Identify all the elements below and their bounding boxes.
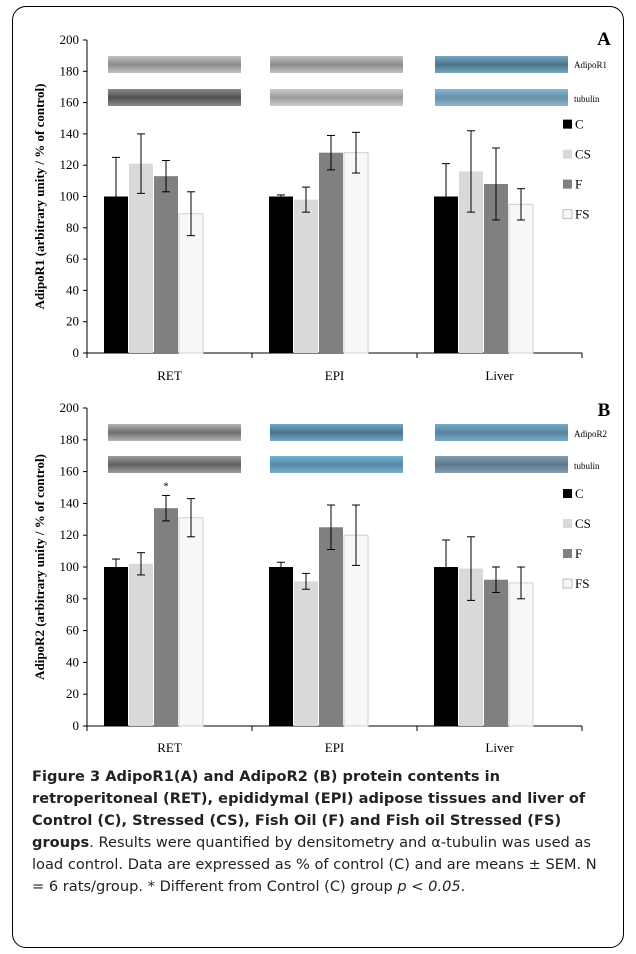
y-tick-label: 120 (60, 157, 80, 172)
y-tick-label: 140 (60, 126, 80, 141)
figure-frame (12, 6, 624, 948)
legend-label-f: F (575, 177, 582, 192)
legend-swatch-cs (563, 149, 572, 159)
y-tick-label: 40 (66, 654, 79, 669)
y-tick-label: 40 (66, 282, 79, 297)
y-tick-label: 20 (66, 686, 79, 701)
blot-band-target (108, 424, 241, 441)
legend-swatch-fs (562, 209, 573, 220)
blot-label-target: AdipoR2 (574, 429, 607, 439)
y-tick-label: 120 (60, 527, 80, 542)
blot-band-target (435, 424, 568, 441)
bar-f-ret (154, 508, 178, 726)
y-tick-label: 80 (66, 591, 79, 606)
caption-text-1: . Results were quantified by densitometr… (89, 834, 432, 851)
y-tick-label: 60 (66, 623, 79, 638)
panel-label: B (598, 400, 611, 421)
y-tick-label: 60 (66, 251, 79, 266)
bar-cs-epi (294, 199, 318, 353)
x-tick-label: EPI (325, 368, 345, 383)
y-tick-label: 180 (60, 63, 80, 78)
panel-b-chart: 0 20 40 60 80 100 120 140 160 180 200 AdipoR2 (arbi… (32, 400, 611, 755)
legend-swatch-c (563, 119, 572, 129)
legend-label-fs: FS (575, 576, 589, 591)
blot-band-target (270, 56, 403, 73)
bar-f-ret (154, 176, 178, 353)
y-tick-label: 200 (60, 400, 80, 415)
blot-band-tubulin (435, 89, 568, 106)
y-tick-label: 160 (60, 464, 80, 479)
x-tick-label: Liver (485, 368, 514, 383)
y-tick-label: 180 (60, 432, 80, 447)
legend-swatch-f (563, 179, 572, 189)
panel-label: A (597, 29, 611, 50)
y-tick-label: 200 (60, 32, 80, 47)
figure-caption: Figure 3 AdipoR1(A) and AdipoR2 (B) prot… (32, 766, 612, 898)
y-axis-label: AdipoR1 (arbitrary unity / % of control) (32, 84, 47, 310)
significance-marker: * (163, 480, 169, 492)
bar-fs-epi (343, 152, 369, 354)
y-tick-label: 160 (60, 95, 80, 110)
bar-fs-epi (343, 534, 369, 727)
blot-band-target (108, 56, 241, 73)
blot-band-tubulin (270, 89, 403, 106)
bar-f-epi (319, 527, 343, 726)
x-tick-label: RET (157, 368, 182, 383)
legend-label-c: C (575, 486, 584, 501)
legend-label-c: C (575, 117, 584, 132)
blot-label-tubulin: tubulin (574, 461, 600, 471)
bar-cs-ret (129, 563, 153, 726)
blot-band-tubulin (435, 456, 568, 473)
bar-f-epi (319, 152, 343, 353)
y-tick-label: 100 (60, 559, 80, 574)
blot-band-tubulin (108, 456, 241, 473)
blot-band-tubulin (108, 89, 241, 106)
x-tick-label: RET (157, 740, 182, 755)
caption-p-value: p < 0.05 (397, 878, 461, 895)
bar-c-epi (269, 196, 293, 353)
panel-a-chart: 0 20 40 60 80 100 120 140 160 180 200 AdipoR1 (arbi… (32, 29, 611, 383)
caption-text-2: -tubulin was used as load control. Data … (32, 834, 597, 895)
legend-swatch-f (563, 549, 572, 559)
legend-label-cs: CS (575, 516, 591, 531)
y-tick-label: 0 (73, 345, 80, 360)
x-tick-label: Liver (485, 740, 514, 755)
blot-label-tubulin: tubulin (574, 94, 600, 104)
bar-fs-ret (178, 213, 204, 354)
y-tick-label: 20 (66, 314, 79, 329)
blot-band-target (270, 424, 403, 441)
y-axis-label: AdipoR2 (arbitrary unity / % of control) (32, 454, 47, 680)
caption-title: Figure 3 AdipoR1(A) and AdipoR2 (B) prot… (32, 768, 586, 851)
bar-fs-ret (178, 517, 204, 727)
caption-alpha: α (431, 834, 441, 851)
blot-band-tubulin (270, 456, 403, 473)
legend-swatch-fs (562, 578, 573, 589)
bar-c-epi (269, 567, 293, 726)
legend-label-fs: FS (575, 207, 589, 222)
y-tick-label: 100 (60, 189, 80, 204)
y-tick-label: 0 (73, 718, 80, 733)
legend-swatch-cs (563, 519, 572, 529)
legend-label-cs: CS (575, 147, 591, 162)
bar-fs-liver (508, 203, 534, 354)
bar-fs-liver (508, 582, 534, 727)
y-tick-label: 140 (60, 495, 80, 510)
caption-text-3: . (460, 878, 466, 895)
bar-cs-ret (129, 163, 153, 353)
legend-swatch-c (563, 489, 572, 499)
bar-f-liver (484, 579, 508, 726)
x-tick-label: EPI (325, 740, 345, 755)
bar-c-ret (104, 567, 128, 726)
blot-label-target: AdipoR1 (574, 60, 607, 70)
y-tick-label: 80 (66, 220, 79, 235)
legend-label-f: F (575, 546, 582, 561)
blot-band-target (435, 56, 568, 73)
bar-cs-epi (294, 581, 318, 726)
